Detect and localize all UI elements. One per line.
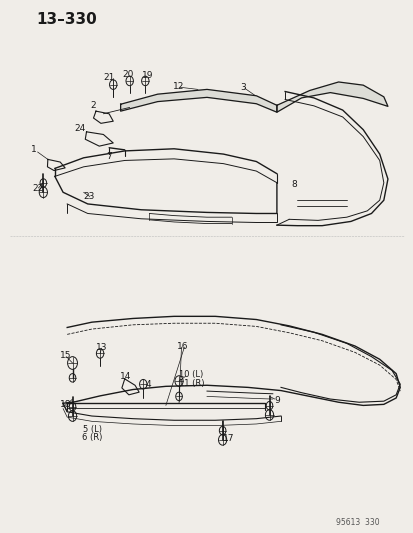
Text: 23: 23 — [83, 192, 94, 201]
Text: 4: 4 — [145, 379, 151, 389]
Polygon shape — [120, 90, 276, 112]
Text: 13–330: 13–330 — [36, 12, 97, 27]
Text: 6 (R): 6 (R) — [82, 433, 102, 442]
Text: 14: 14 — [120, 372, 131, 381]
Polygon shape — [276, 82, 387, 112]
Text: 9: 9 — [273, 395, 279, 405]
Text: 7: 7 — [106, 152, 112, 161]
Text: 24: 24 — [74, 124, 86, 133]
Text: 95613  330: 95613 330 — [335, 518, 379, 527]
Text: 22: 22 — [32, 183, 43, 192]
Text: 10 (L): 10 (L) — [179, 370, 203, 379]
Text: 2: 2 — [90, 101, 95, 110]
Text: 20: 20 — [122, 70, 133, 79]
Text: 16: 16 — [177, 342, 188, 351]
Text: 1: 1 — [31, 146, 37, 155]
Text: 5 (L): 5 (L) — [83, 425, 102, 434]
Text: 13: 13 — [96, 343, 107, 352]
Text: 18: 18 — [60, 400, 71, 409]
Text: 8: 8 — [291, 180, 297, 189]
Text: 12: 12 — [173, 82, 184, 91]
Text: 21: 21 — [103, 73, 114, 82]
Text: 17: 17 — [222, 434, 234, 443]
Text: 3: 3 — [240, 83, 245, 92]
Text: 19: 19 — [142, 71, 153, 80]
Text: 11 (R): 11 (R) — [178, 378, 204, 387]
Text: 15: 15 — [60, 351, 71, 360]
